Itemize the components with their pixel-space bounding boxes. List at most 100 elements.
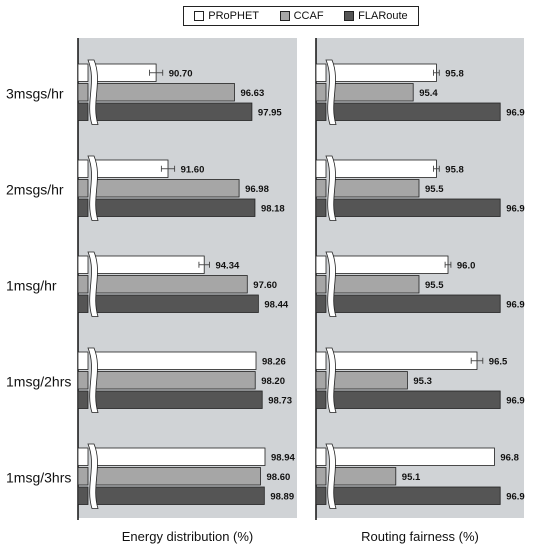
bar-flaroute bbox=[93, 102, 253, 121]
bar-stub-prophet bbox=[77, 351, 89, 370]
bar-prophet bbox=[93, 255, 205, 274]
bar-stub-flaroute bbox=[315, 198, 327, 217]
data-label: 98.94 bbox=[271, 452, 295, 463]
bar-ccaf bbox=[331, 467, 397, 486]
data-label: 98.89 bbox=[270, 491, 294, 502]
bar-stub-prophet bbox=[315, 255, 327, 274]
bar-flaroute bbox=[331, 486, 501, 505]
data-label: 98.26 bbox=[262, 356, 286, 367]
bar-stub-ccaf bbox=[77, 371, 89, 390]
data-label: 98.44 bbox=[264, 299, 288, 310]
bar-ccaf bbox=[93, 467, 261, 486]
data-label: 96.0 bbox=[457, 260, 476, 271]
data-label: 96.9 bbox=[506, 107, 525, 118]
data-label: 95.8 bbox=[445, 68, 464, 79]
bar-stub-ccaf bbox=[77, 179, 89, 198]
axis-break-mark bbox=[87, 155, 99, 221]
data-label: 95.1 bbox=[402, 472, 421, 483]
bar-prophet bbox=[93, 63, 157, 82]
bar-stub-flaroute bbox=[77, 294, 89, 313]
bar-stub-prophet bbox=[77, 255, 89, 274]
bar-stub-prophet bbox=[315, 447, 327, 466]
data-label: 94.34 bbox=[215, 260, 239, 271]
bar-stub-ccaf bbox=[315, 83, 327, 102]
legend: PRoPHET CCAF FLARoute bbox=[183, 6, 419, 26]
bar-stub-ccaf bbox=[77, 275, 89, 294]
bar-stub-flaroute bbox=[77, 198, 89, 217]
bar-ccaf bbox=[93, 83, 235, 102]
data-label: 95.4 bbox=[419, 88, 438, 99]
bar-flaroute bbox=[331, 198, 501, 217]
x-axis-title-1: Energy distribution (%) bbox=[122, 529, 254, 544]
bar-ccaf bbox=[331, 275, 420, 294]
legend-label-flaroute: FLARoute bbox=[358, 10, 408, 22]
data-label: 96.8 bbox=[500, 452, 519, 463]
bar-flaroute bbox=[93, 294, 259, 313]
bar-prophet bbox=[331, 159, 437, 178]
bar-flaroute bbox=[93, 198, 256, 217]
legend-item-ccaf: CCAF bbox=[279, 10, 324, 22]
data-label: 91.60 bbox=[181, 164, 205, 175]
legend-swatch-flaroute bbox=[344, 11, 355, 21]
bar-flaroute bbox=[93, 486, 265, 505]
legend-label-ccaf: CCAF bbox=[293, 10, 324, 22]
data-label: 98.18 bbox=[261, 203, 285, 214]
bar-stub-ccaf bbox=[315, 467, 327, 486]
bar-ccaf bbox=[331, 83, 414, 102]
axis-break-mark bbox=[325, 251, 337, 317]
data-label: 90.70 bbox=[169, 68, 193, 79]
x-axis-title-2: Routing fairness (%) bbox=[361, 529, 479, 544]
category-label: 1msg/hr bbox=[6, 277, 57, 293]
bar-prophet bbox=[331, 63, 437, 82]
data-label: 95.5 bbox=[425, 184, 444, 195]
bar-ccaf bbox=[331, 179, 420, 198]
legend-swatch-ccaf bbox=[279, 11, 290, 21]
bar-stub-ccaf bbox=[77, 83, 89, 102]
bar-prophet bbox=[93, 351, 257, 370]
bar-ccaf bbox=[93, 179, 240, 198]
axis-break-mark bbox=[87, 251, 99, 317]
category-label: 1msg/2hrs bbox=[6, 373, 71, 389]
bar-stub-flaroute bbox=[77, 486, 89, 505]
data-label: 97.95 bbox=[258, 107, 282, 118]
bar-flaroute bbox=[331, 294, 501, 313]
bar-stub-flaroute bbox=[315, 102, 327, 121]
bar-ccaf bbox=[93, 371, 256, 390]
data-label: 96.98 bbox=[245, 184, 269, 195]
data-label: 96.9 bbox=[506, 299, 525, 310]
axis-break-mark bbox=[325, 59, 337, 125]
data-label: 96.9 bbox=[506, 491, 525, 502]
axis-break-mark bbox=[87, 347, 99, 413]
bar-stub-prophet bbox=[77, 447, 89, 466]
axis-break-mark bbox=[325, 443, 337, 509]
legend-item-flaroute: FLARoute bbox=[344, 10, 408, 22]
bar-ccaf bbox=[93, 275, 248, 294]
bar-stub-ccaf bbox=[315, 371, 327, 390]
bar-ccaf bbox=[331, 371, 408, 390]
bar-stub-prophet bbox=[315, 159, 327, 178]
bar-stub-ccaf bbox=[315, 275, 327, 294]
bar-stub-flaroute bbox=[77, 102, 89, 121]
category-label: 1msg/3hrs bbox=[6, 469, 71, 485]
axis-break-mark bbox=[87, 59, 99, 125]
data-label: 95.5 bbox=[425, 280, 444, 291]
category-label: 2msgs/hr bbox=[6, 181, 64, 197]
bar-flaroute bbox=[93, 390, 263, 409]
bar-prophet bbox=[93, 447, 266, 466]
data-label: 96.9 bbox=[506, 203, 525, 214]
bar-stub-prophet bbox=[315, 351, 327, 370]
bar-stub-flaroute bbox=[315, 486, 327, 505]
bar-stub-flaroute bbox=[315, 390, 327, 409]
axis-break-mark bbox=[87, 443, 99, 509]
bar-prophet bbox=[331, 255, 449, 274]
category-label: 3msgs/hr bbox=[6, 85, 64, 101]
data-label: 98.60 bbox=[267, 472, 291, 483]
legend-swatch-prophet bbox=[194, 11, 205, 21]
bar-flaroute bbox=[331, 102, 501, 121]
bar-stub-ccaf bbox=[77, 467, 89, 486]
data-label: 95.3 bbox=[413, 376, 432, 387]
data-label: 96.5 bbox=[489, 356, 508, 367]
axis-break-mark bbox=[325, 155, 337, 221]
legend-label-prophet: PRoPHET bbox=[208, 10, 260, 22]
